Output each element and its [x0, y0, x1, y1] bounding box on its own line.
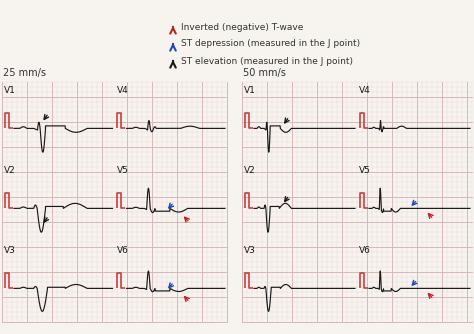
Text: V4: V4 [359, 86, 371, 95]
Text: V2: V2 [4, 166, 16, 175]
Text: V6: V6 [117, 246, 128, 255]
Text: V2: V2 [244, 166, 256, 175]
Text: ST elevation (measured in the J point): ST elevation (measured in the J point) [181, 56, 353, 65]
Text: 25 mm/s: 25 mm/s [3, 68, 46, 78]
Text: V6: V6 [359, 246, 371, 255]
Text: V5: V5 [117, 166, 128, 175]
Text: V1: V1 [244, 86, 256, 95]
Text: V4: V4 [117, 86, 128, 95]
Text: Inverted (negative) T-wave: Inverted (negative) T-wave [181, 22, 303, 31]
Text: V5: V5 [359, 166, 371, 175]
Text: V1: V1 [4, 86, 16, 95]
Text: V3: V3 [244, 246, 256, 255]
Text: ST depression (measured in the J point): ST depression (measured in the J point) [181, 39, 360, 48]
Text: V3: V3 [4, 246, 16, 255]
Text: 50 mm/s: 50 mm/s [243, 68, 286, 78]
